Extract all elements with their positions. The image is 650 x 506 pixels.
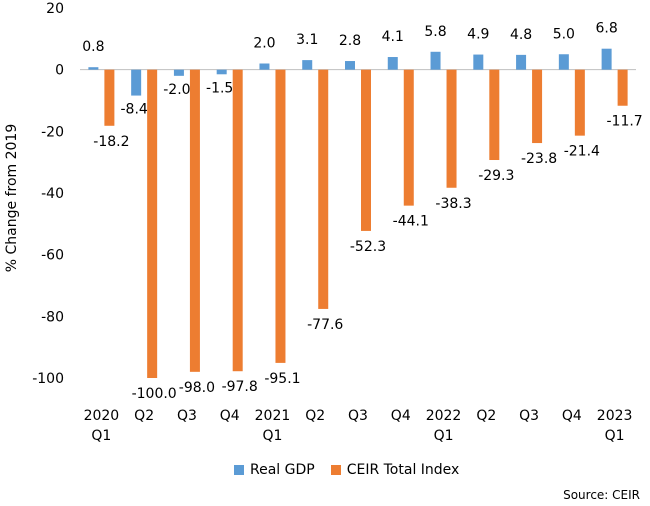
- bar-real-gdp: [88, 67, 99, 70]
- x-tick-label: Q3: [348, 408, 368, 424]
- data-label-real-gdp: 0.8: [82, 39, 104, 55]
- x-tick-label: Q1: [262, 428, 282, 444]
- bar-ceir-total-index: [104, 69, 115, 126]
- x-tick-label: Q1: [605, 428, 625, 444]
- data-label-real-gdp: 2.0: [253, 36, 275, 52]
- data-label-real-gdp: 4.8: [510, 27, 532, 43]
- data-label-ceir: -18.2: [93, 134, 129, 150]
- x-tick-label: Q2: [305, 408, 325, 424]
- y-tick-label: 0: [55, 63, 64, 79]
- x-tick-label: Q4: [562, 408, 582, 424]
- data-label-ceir: -52.3: [350, 239, 386, 255]
- y-tick-label: 20: [46, 1, 64, 17]
- bar-real-gdp: [473, 54, 484, 70]
- y-tick-label: -20: [41, 124, 64, 140]
- x-tick-label: Q3: [519, 408, 539, 424]
- bar-ceir-total-index: [489, 69, 500, 161]
- x-axis-ticks: 2020 Q1 Q2 Q3 Q4 2021 Q1 Q2 Q3 Q4 2022 Q1 Q2 Q3 Q4 2023…: [84, 408, 633, 444]
- bar-real-gdp: [173, 69, 184, 76]
- bar-ceir-total-index: [318, 69, 329, 309]
- bar-ceir-total-index: [189, 69, 200, 372]
- source-note: Source: CEIR: [563, 488, 640, 502]
- data-label-ceir: -97.8: [222, 379, 258, 395]
- bar-real-gdp: [131, 69, 142, 96]
- bar-ceir-total-index: [617, 69, 628, 106]
- data-label-real-gdp: 2.8: [339, 33, 361, 49]
- bar-real-gdp: [516, 54, 527, 70]
- x-tick-label: Q4: [220, 408, 240, 424]
- x-tick-label: Q4: [391, 408, 411, 424]
- x-tick-label: 2021: [255, 408, 291, 424]
- bar-real-gdp: [216, 69, 227, 75]
- data-label-real-gdp: -1.5: [206, 80, 233, 96]
- bars-group: [88, 48, 628, 379]
- data-label-real-gdp: 5.0: [553, 26, 575, 42]
- bar-ceir-total-index: [275, 69, 286, 363]
- legend-swatch-ceir: [330, 465, 341, 475]
- x-tick-label: 2020: [84, 408, 120, 424]
- bar-ceir-total-index: [232, 69, 243, 372]
- data-label-ceir: -95.1: [264, 371, 300, 387]
- y-axis-ticks: 20 0 -20 -40 -60 -80 -100: [32, 1, 64, 387]
- legend-label-real-gdp: Real GDP: [250, 462, 315, 478]
- data-label-ceir: -100.0: [132, 386, 177, 402]
- x-tick-label: Q2: [134, 408, 154, 424]
- bar-chart: 20 0 -20 -40 -60 -80 -100 0.8 -8.4 -2.0 -1.5 2.0 3.…: [4, 1, 643, 444]
- x-tick-label: Q1: [91, 428, 111, 444]
- bar-real-gdp: [430, 51, 441, 70]
- y-axis-label: % Change from 2019: [4, 124, 20, 272]
- data-label-real-gdp: 3.1: [296, 32, 318, 48]
- data-label-ceir: -98.0: [179, 380, 215, 396]
- data-label-real-gdp: 4.9: [467, 27, 489, 43]
- x-tick-label: Q1: [434, 428, 454, 444]
- bar-ceir-total-index: [147, 69, 158, 379]
- bar-real-gdp: [558, 54, 569, 70]
- x-tick-label: 2022: [426, 408, 462, 424]
- legend: Real GDP CEIR Total Index: [234, 462, 459, 478]
- data-label-real-gdp: 5.8: [424, 24, 446, 40]
- x-tick-label: Q3: [177, 408, 197, 424]
- legend-item-ceir: CEIR Total Index: [330, 462, 460, 478]
- legend-label-ceir: CEIR Total Index: [346, 462, 460, 478]
- bar-real-gdp: [387, 57, 398, 70]
- data-label-real-gdp: -8.4: [120, 102, 147, 118]
- data-label-ceir: -38.3: [435, 196, 471, 212]
- bar-ceir-total-index: [446, 69, 457, 188]
- data-label-ceir: -21.4: [564, 144, 600, 160]
- data-label-ceir: -77.6: [307, 317, 343, 333]
- bar-ceir-total-index: [574, 69, 585, 136]
- data-label-real-gdp: -2.0: [163, 82, 190, 98]
- data-label-ceir: -11.7: [606, 114, 642, 130]
- bar-ceir-total-index: [361, 69, 371, 231]
- bar-real-gdp: [302, 60, 313, 70]
- x-tick-label: 2023: [597, 408, 633, 424]
- bar-ceir-total-index: [403, 69, 414, 206]
- bar-real-gdp: [345, 61, 355, 70]
- y-tick-label: -80: [41, 309, 64, 325]
- bar-ceir-total-index: [532, 69, 543, 144]
- bar-real-gdp: [259, 63, 270, 70]
- data-label-ceir: -23.8: [521, 151, 557, 167]
- data-label-real-gdp: 6.8: [595, 21, 617, 37]
- y-tick-label: -40: [41, 186, 64, 202]
- legend-swatch-real-gdp: [234, 465, 244, 475]
- data-label-ceir: -29.3: [478, 168, 514, 184]
- data-label-real-gdp: 4.1: [382, 29, 404, 45]
- bar-real-gdp: [601, 48, 612, 70]
- data-labels: 0.8 -8.4 -2.0 -1.5 2.0 3.1 2.8 4.1 5.8 4.9 4.8 5.0 6…: [82, 21, 642, 402]
- y-tick-label: -100: [32, 371, 64, 387]
- legend-item-real-gdp: Real GDP: [234, 462, 315, 478]
- x-tick-label: Q2: [476, 408, 496, 424]
- data-label-ceir: -44.1: [393, 214, 429, 230]
- y-tick-label: -60: [41, 248, 64, 264]
